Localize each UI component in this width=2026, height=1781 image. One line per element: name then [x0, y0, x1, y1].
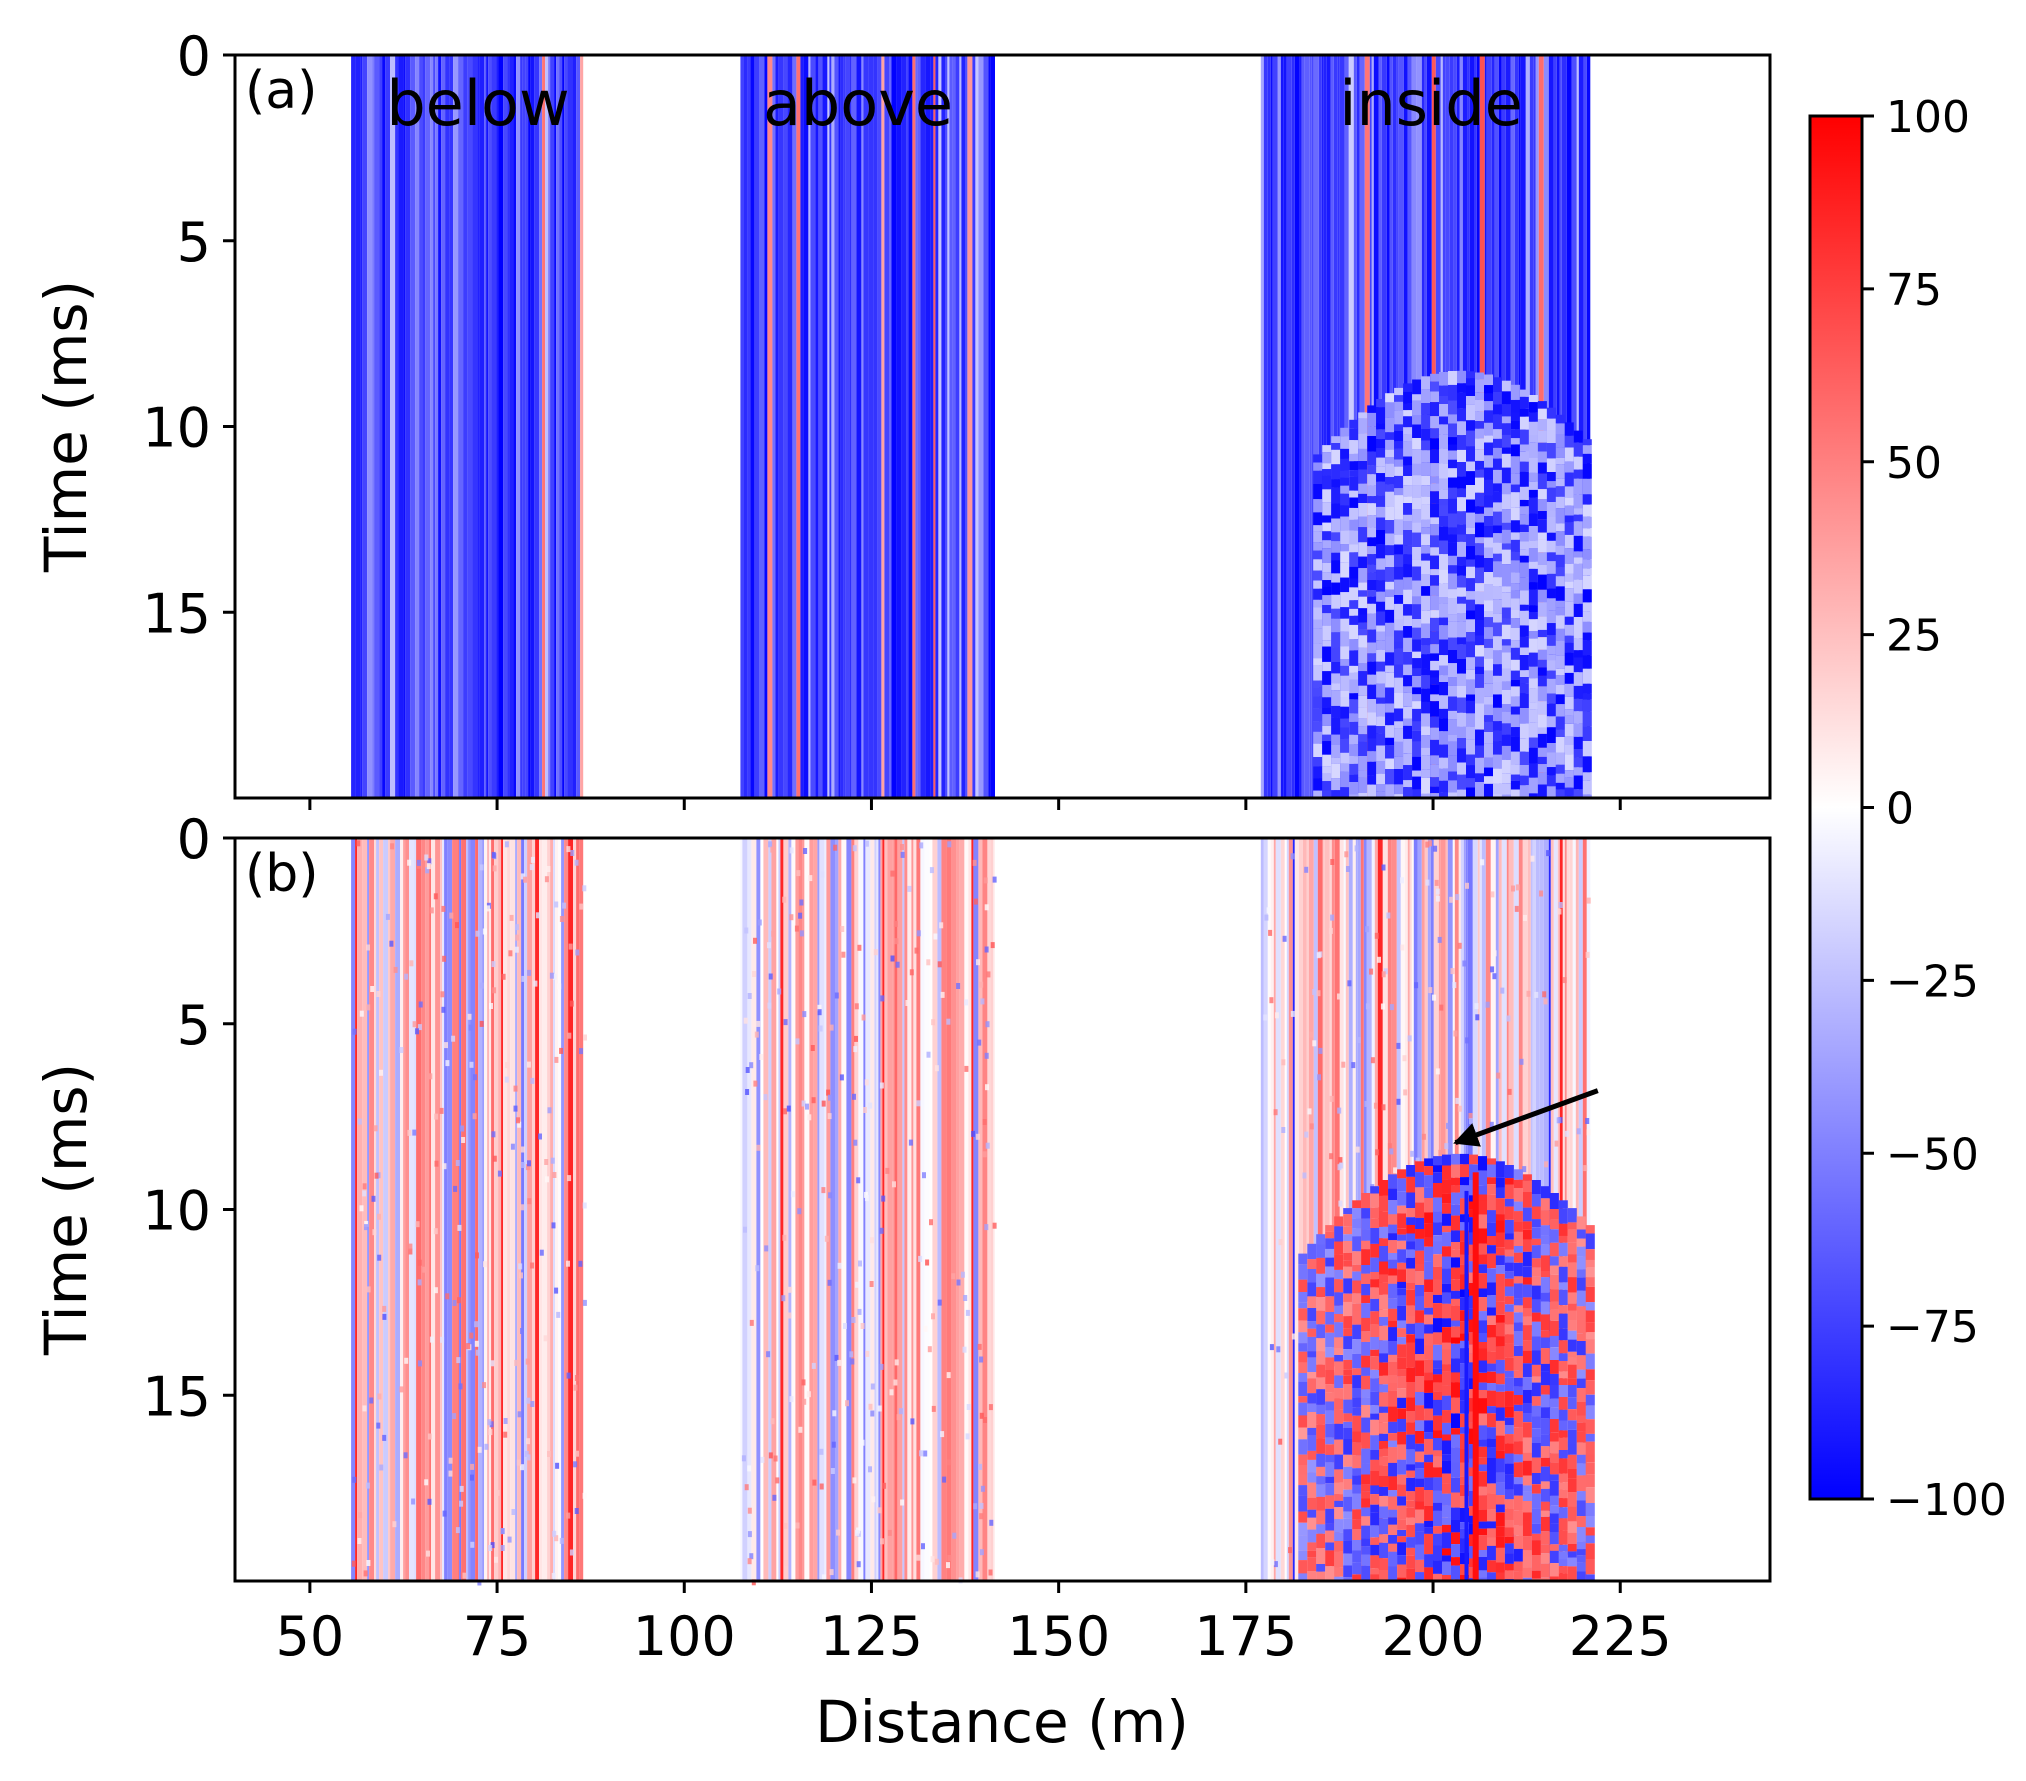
annotation-arrow: [1453, 1088, 1599, 1147]
x-tick-label: 225: [1569, 1605, 1672, 1668]
colorbar-tick-label: 25: [1886, 611, 1942, 662]
strong-trace: [1472, 1172, 1479, 1581]
colorbar-tick-label: −50: [1886, 1129, 1979, 1180]
x-axis-label: Distance (m): [815, 1688, 1189, 1756]
colorbar-tick-label: 50: [1886, 438, 1942, 489]
panel-a: (a) below above inside 0 5 10 15 Time (ms): [32, 25, 1772, 810]
colorbar-tick-label: −25: [1886, 956, 1979, 1007]
y-tick-label: 15: [142, 582, 211, 645]
colorbar-ticks: 100 75 50 25 0 −25 −50 −75 −100: [1862, 92, 2007, 1526]
x-tick-label: 125: [820, 1605, 923, 1668]
panel-b: (b) 0 5 10 15 Time (ms) 50 75 100 125 150 175 200…: [32, 808, 1772, 1668]
y-axis-label-b: Time (ms): [32, 1063, 100, 1356]
y-tick-label: 10: [142, 397, 211, 460]
region-above-b: [740, 838, 997, 1586]
y-tick-label: 0: [177, 25, 211, 88]
colorbar-gradient: [1808, 114, 1864, 1501]
x-axis-b: 50 75 100 125 150 175 200 225: [276, 1581, 1672, 1668]
panel-a-heatmap: [351, 55, 1592, 798]
x-tick-label: 150: [1007, 1605, 1110, 1668]
x-tick-label: 50: [276, 1605, 345, 1668]
region-below-a: [351, 55, 584, 798]
event-feature-b: [1298, 1153, 1595, 1581]
colorbar-tick-label: −75: [1886, 1302, 1979, 1353]
event-feature-a: [1313, 370, 1592, 798]
y-axis-label-a: Time (ms): [32, 280, 100, 573]
colorbar-tick-label: −100: [1886, 1475, 2007, 1526]
region-above-a: [740, 55, 995, 798]
y-tick-label: 10: [142, 1180, 211, 1243]
colorbar-tick-label: 100: [1886, 92, 1970, 143]
x-tick-label: 75: [463, 1605, 532, 1668]
colorbar-tick-label: 0: [1886, 784, 1914, 835]
x-tick-label: 200: [1382, 1605, 1485, 1668]
y-tick-label: 5: [177, 994, 211, 1057]
panel-b-label: (b): [245, 844, 319, 904]
x-tick-label: 175: [1194, 1605, 1297, 1668]
colorbar-tick-label: 75: [1886, 265, 1942, 316]
panel-a-label: (a): [245, 61, 317, 121]
strong-trace-neg: [1464, 1190, 1469, 1581]
panel-b-heatmap: [351, 838, 1595, 1586]
colorbar: 100 75 50 25 0 −25 −50 −75 −100: [1808, 92, 2007, 1526]
region-label-inside: inside: [1339, 67, 1523, 140]
x-ticks-a: [308, 798, 1622, 810]
x-tick-label: 100: [633, 1605, 736, 1668]
region-label-below: below: [386, 67, 569, 140]
y-tick-label: 15: [142, 1365, 211, 1428]
y-axis-a: 0 5 10 15: [142, 25, 235, 645]
y-tick-label: 0: [177, 808, 211, 871]
region-label-above: above: [763, 67, 953, 140]
y-tick-label: 5: [177, 211, 211, 274]
region-below-b: [351, 838, 587, 1586]
y-axis-b: 0 5 10 15: [142, 808, 235, 1428]
